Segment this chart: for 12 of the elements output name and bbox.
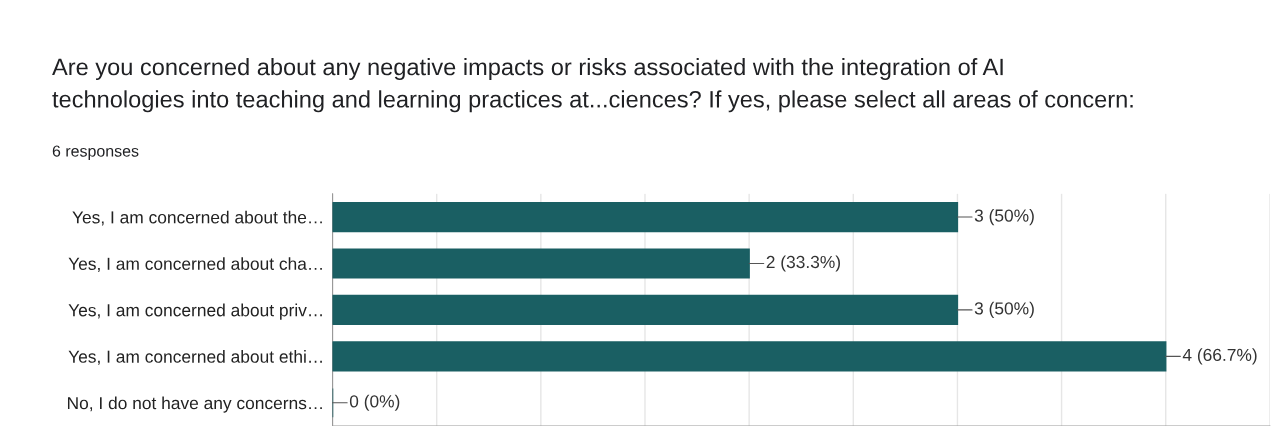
chart-title: Are you concerned about any negative impacts or risks associated with the integration of AI technologies into teaching and learning practices at...ciences? If yes, please select all areas of concern:: [52, 58, 1133, 113]
y-tick-label: Yes, I am concerned about cha…: [68, 257, 322, 272]
data-label: 0 (0%): [349, 394, 400, 411]
y-tick-label: Yes, I am concerned about the…: [72, 210, 322, 226]
text: 6 responses: [52, 145, 139, 160]
data-label: 4 (66.7%): [1182, 348, 1257, 365]
y-tick-label: No, I do not have any concerns…: [67, 396, 322, 413]
data-label: 3 (50%): [974, 301, 1034, 318]
y-tick-label: Yes, I am concerned about priv…: [68, 303, 322, 320]
data-label: 2 (33.3%): [766, 255, 840, 272]
data-label: 3 (50%): [974, 208, 1034, 226]
y-tick-label: Yes, I am concerned about ethi…: [68, 350, 322, 365]
